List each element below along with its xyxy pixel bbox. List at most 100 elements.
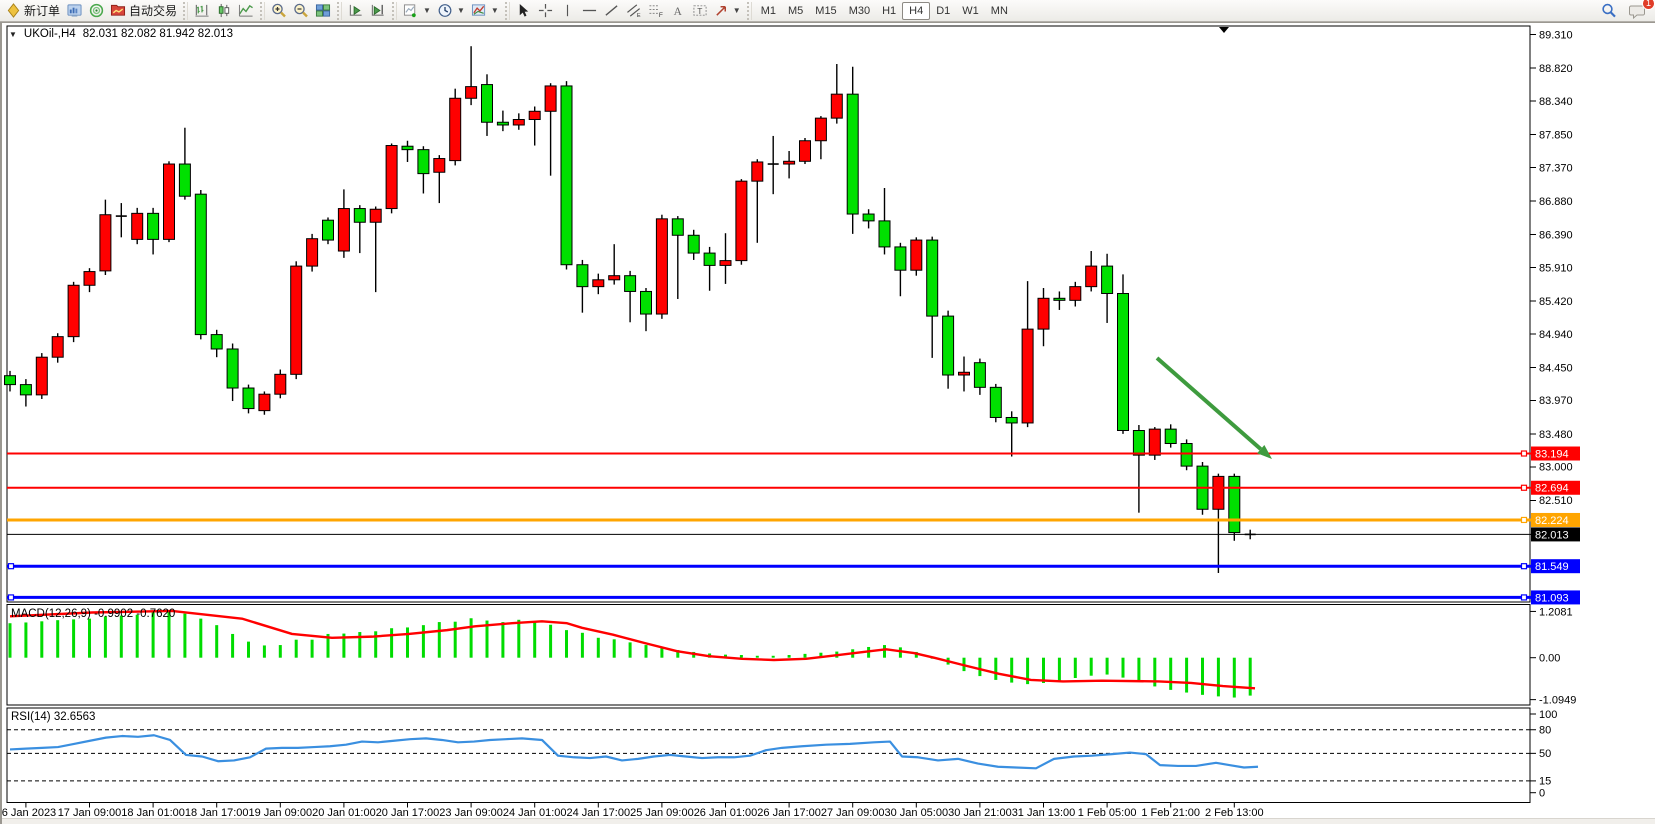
trendline-tool-button[interactable] [601, 1, 623, 21]
arrows-tool-button[interactable]: ▼ [711, 1, 744, 21]
chart-shift-icon [371, 4, 384, 16]
timeframe-D1[interactable]: D1 [936, 4, 951, 17]
candle-body [671, 218, 684, 236]
chart-symbol: UKOil-,H4 [23, 28, 76, 40]
candle-body [1228, 475, 1241, 534]
line-handle[interactable] [1520, 594, 1528, 601]
chart-canvas[interactable]: 89.310 88.820 88.340 87.850 87.370 86.880 86.3… [2, 23, 1655, 825]
timeframe-M5[interactable]: M5 [788, 4, 804, 17]
line-handle[interactable] [1520, 516, 1528, 524]
text-label-tool-button[interactable]: T [689, 1, 711, 21]
toolbar-separator [337, 1, 343, 20]
line-handle[interactable] [7, 594, 15, 601]
toolbar-separator [260, 1, 266, 20]
dropdown-arrow-icon: ▼ [423, 6, 431, 15]
line-chart-mode-button[interactable] [235, 1, 257, 21]
zoom-out-button[interactable] [290, 1, 312, 21]
macd-histogram-bar [151, 612, 155, 658]
candlestick-icon [218, 3, 230, 18]
macd-histogram-bar [724, 654, 727, 658]
clock-icon [438, 4, 452, 17]
svg-text:T: T [697, 6, 702, 16]
text-icon: A [673, 6, 682, 18]
macd-histogram-bar [199, 618, 203, 658]
notification-badge: 1 [1642, 0, 1655, 10]
timeframe-M30[interactable]: M30 [848, 4, 871, 17]
crosshair-tool-button[interactable] [535, 1, 557, 21]
vertical-line-tool-button[interactable] [557, 1, 579, 21]
trend-arrow-head[interactable] [1257, 444, 1272, 459]
line-handle[interactable] [1520, 450, 1528, 457]
timeframe-M15[interactable]: M15 [815, 4, 837, 17]
chart-window[interactable]: ▼ UKOil-,H4 82.031 82.082 81.942 82.013 … [0, 22, 1655, 824]
auto-trading-label: 自动交易 [129, 4, 178, 18]
chart-shift-button[interactable] [367, 1, 389, 21]
cursor-icon [520, 3, 529, 17]
macd-histogram-bar [390, 628, 394, 658]
candle-body [67, 284, 80, 338]
candle-body [926, 239, 939, 317]
auto-trading-button[interactable]: 自动交易 [107, 1, 180, 21]
candle-body [1069, 286, 1082, 301]
macd-histogram-bar [1042, 657, 1045, 683]
price-line-badge-value: 82.694 [1535, 483, 1569, 495]
toolbar-separator [504, 1, 510, 20]
auto-scroll-button[interactable] [345, 1, 367, 21]
timeframe-H4[interactable]: H4 [902, 1, 931, 20]
candle-body [576, 264, 589, 288]
macd-histogram-bar [1185, 657, 1189, 693]
signals-icon [89, 3, 103, 18]
zoom-in-button[interactable] [268, 1, 290, 21]
fibonacci-tool-button[interactable]: F [645, 1, 667, 21]
chart-dropdown-icon[interactable]: ▼ [9, 29, 17, 39]
time-label: 2 Feb 13:00 [1205, 807, 1264, 819]
templates-button[interactable]: ▼ [468, 1, 502, 21]
macd-histogram-bar [56, 620, 60, 658]
line-handle[interactable] [1520, 563, 1528, 570]
time-label: 27 Jan 09:00 [821, 807, 885, 819]
line-handle[interactable] [1520, 484, 1528, 491]
time-label: 18 Jan 01:00 [121, 807, 185, 819]
candle-body [83, 271, 96, 286]
price-tick-label: 85.420 [1539, 296, 1573, 308]
time-label: 1 Feb 05:00 [1078, 807, 1137, 819]
bar-chart-mode-button[interactable] [191, 1, 213, 21]
macd-histogram-bar [119, 615, 123, 658]
price-tick-label: 86.390 [1539, 229, 1573, 241]
macd-histogram-bar [24, 622, 28, 658]
macd-histogram-bar [1057, 657, 1061, 681]
tile-windows-button[interactable] [312, 1, 334, 21]
indicators-button[interactable]: ▼ [400, 1, 434, 21]
new-order-icon [7, 3, 20, 18]
timeframe-MN[interactable]: MN [990, 4, 1008, 17]
candle-body [624, 275, 637, 292]
time-label: 16 Jan 2023 [2, 807, 56, 819]
cursor-tool-button[interactable] [513, 1, 535, 21]
timeframe-M1[interactable]: M1 [760, 4, 776, 17]
market-watch-button[interactable] [63, 1, 85, 21]
periods-button[interactable]: ▼ [434, 1, 468, 21]
timeframe-H1[interactable]: H1 [882, 4, 897, 17]
chat-button[interactable]: 1 [1626, 0, 1655, 21]
timeframe-W1[interactable]: W1 [962, 4, 979, 17]
trend-arrow-line[interactable] [1155, 356, 1263, 451]
macd-histogram-bar [342, 633, 346, 658]
macd-histogram-bar [437, 622, 441, 658]
line-handle[interactable] [7, 563, 15, 570]
search-button[interactable] [1598, 1, 1620, 21]
candle-body [1117, 292, 1129, 431]
macd-histogram-bar [1232, 657, 1236, 698]
rsi-line [9, 734, 1259, 770]
price-tick-label: 83.970 [1539, 395, 1573, 407]
macd-histogram-bar [612, 639, 616, 658]
horizontal-line-tool-button[interactable] [579, 1, 601, 21]
price-line-badge [1531, 446, 1580, 461]
candle-body [1085, 265, 1098, 288]
signals-button[interactable] [85, 1, 107, 21]
time-label: 26 Jan 17:00 [757, 807, 821, 819]
new-order-button[interactable]: 新订单 [3, 1, 63, 21]
candlestick-mode-button[interactable] [213, 1, 235, 21]
macd-histogram-bar [533, 621, 537, 658]
text-tool-button[interactable]: A [667, 1, 689, 21]
equidistant-channel-tool-button[interactable]: E [623, 1, 645, 21]
